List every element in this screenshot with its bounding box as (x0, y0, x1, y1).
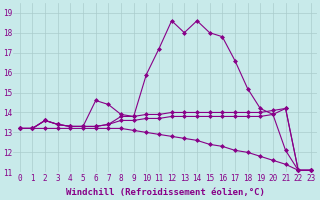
X-axis label: Windchill (Refroidissement éolien,°C): Windchill (Refroidissement éolien,°C) (66, 188, 265, 197)
